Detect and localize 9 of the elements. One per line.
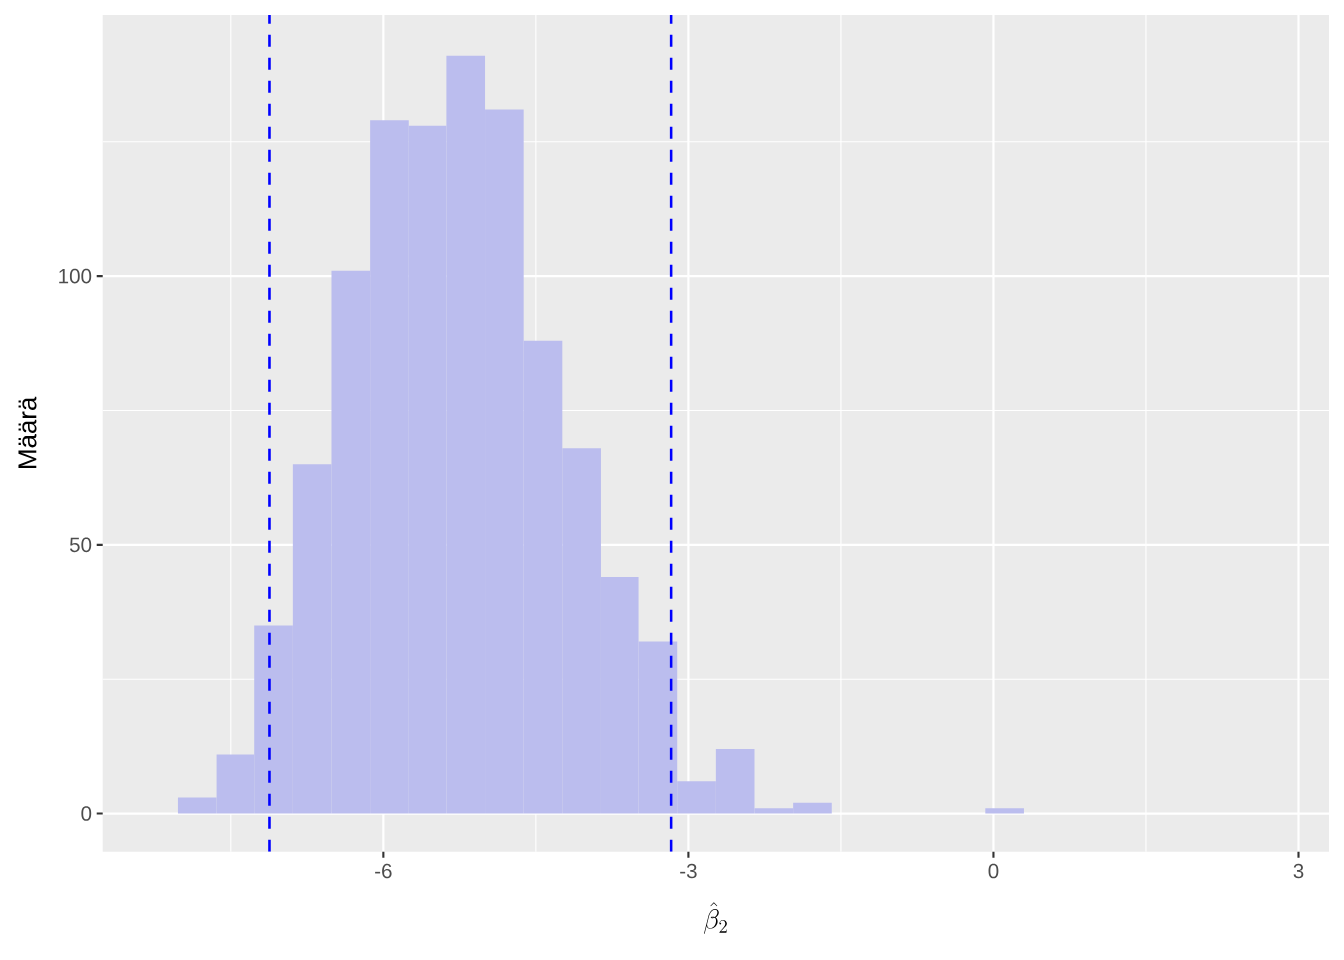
x-tick-label: -3 <box>680 863 697 879</box>
x-tick-label: 0 <box>988 863 999 879</box>
x-axis-title: $\hat{\beta}_2$ <box>704 902 727 934</box>
x-tick-label: -6 <box>375 863 392 879</box>
y-axis-title: Määrä <box>18 396 37 468</box>
y-tick-label: 100 <box>59 268 92 284</box>
y-tick-label: 50 <box>69 537 92 553</box>
x-tick-label: 3 <box>1293 863 1304 879</box>
y-tick-label: 0 <box>81 806 92 821</box>
